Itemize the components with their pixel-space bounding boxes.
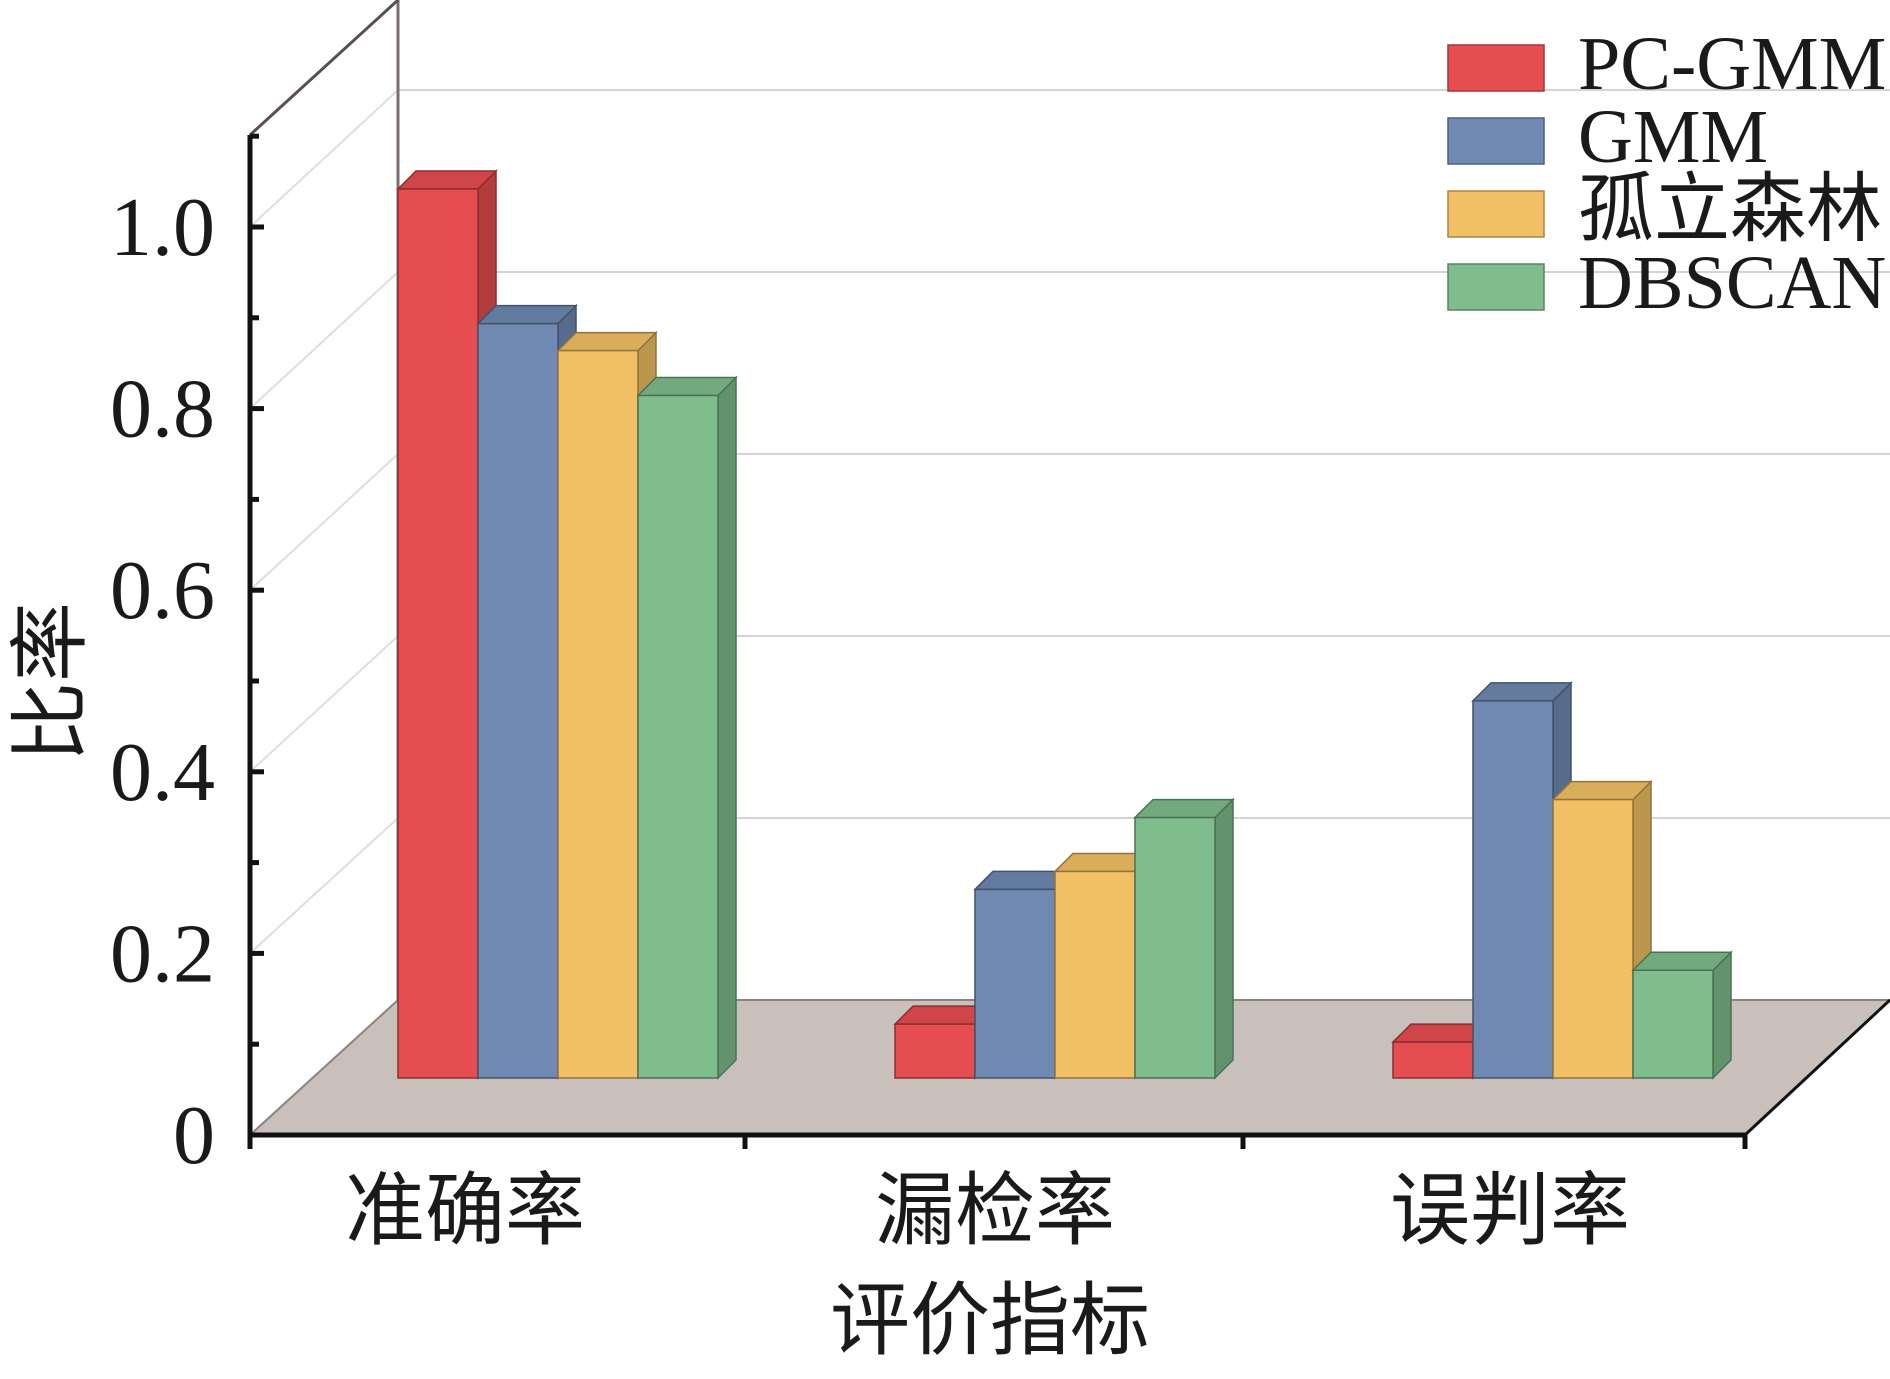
bar-DBSCAN-准确率 (636, 375, 738, 1080)
y-tick-label: 0.8 (110, 363, 215, 456)
x-tick-label: 误判率 (1390, 1168, 1630, 1256)
gridline-side (249, 89, 399, 228)
bar-front (974, 888, 1056, 1079)
top-edge (248, 0, 400, 137)
bar-top (476, 304, 578, 325)
bar-front (397, 188, 479, 1079)
bar-front (894, 1023, 976, 1079)
x-tick-label: 漏检率 (875, 1168, 1115, 1256)
bar-top (1631, 951, 1733, 971)
bar-front (1392, 1041, 1474, 1079)
y-axis-title: 比率 (8, 602, 96, 762)
y-tick-label: 0 (173, 1089, 215, 1182)
bar-DBSCAN-漏检率 (1133, 797, 1235, 1080)
bar-front (1552, 798, 1634, 1079)
gridline-side (249, 453, 399, 591)
bar-side (717, 375, 737, 1080)
legend-swatch (1447, 44, 1545, 92)
legend-label: 孤立森林 (1578, 168, 1882, 252)
gridline-side (249, 817, 399, 955)
floor-front-edge (1743, 998, 1890, 1137)
bar-top (1471, 682, 1573, 702)
bar-top (1551, 780, 1653, 801)
bar-top (556, 331, 658, 352)
bar-front (557, 349, 639, 1079)
bar-front (477, 322, 559, 1079)
gridline-side (249, 635, 399, 773)
y-tick-label: 1.0 (110, 181, 215, 274)
y-tick-label: 0.4 (110, 726, 215, 819)
bar-front (1632, 969, 1714, 1079)
y-tick-label: 0.2 (110, 907, 215, 1000)
legend-label: PC-GMM (1578, 22, 1886, 106)
legend-label: DBSCAN (1578, 241, 1886, 325)
x-axis-title: 评价指标 (830, 1278, 1150, 1366)
bar-top (396, 170, 498, 190)
bar-front (1054, 870, 1136, 1079)
bars (396, 169, 1733, 1080)
gridline-side (249, 271, 399, 410)
bar-front (1134, 816, 1216, 1079)
bar-side (1214, 797, 1234, 1080)
axes: 0 0.2 0.4 0.6 0.8 1.0 准确率 漏检率 误判率 (110, 133, 1890, 1256)
legend-swatch (1447, 117, 1545, 165)
legend-swatch (1447, 190, 1545, 238)
legend-label: GMM (1578, 95, 1768, 179)
y-tick-label: 0.6 (110, 544, 215, 637)
legend-swatch (1447, 263, 1545, 311)
bar-DBSCAN-误判率 (1631, 950, 1733, 1080)
x-tick-label: 准确率 (345, 1168, 585, 1256)
bar-side (1712, 950, 1732, 1080)
bar-front (637, 394, 719, 1079)
bar-front (1472, 700, 1554, 1079)
bar-top (1133, 798, 1235, 819)
bar-top (636, 376, 738, 397)
